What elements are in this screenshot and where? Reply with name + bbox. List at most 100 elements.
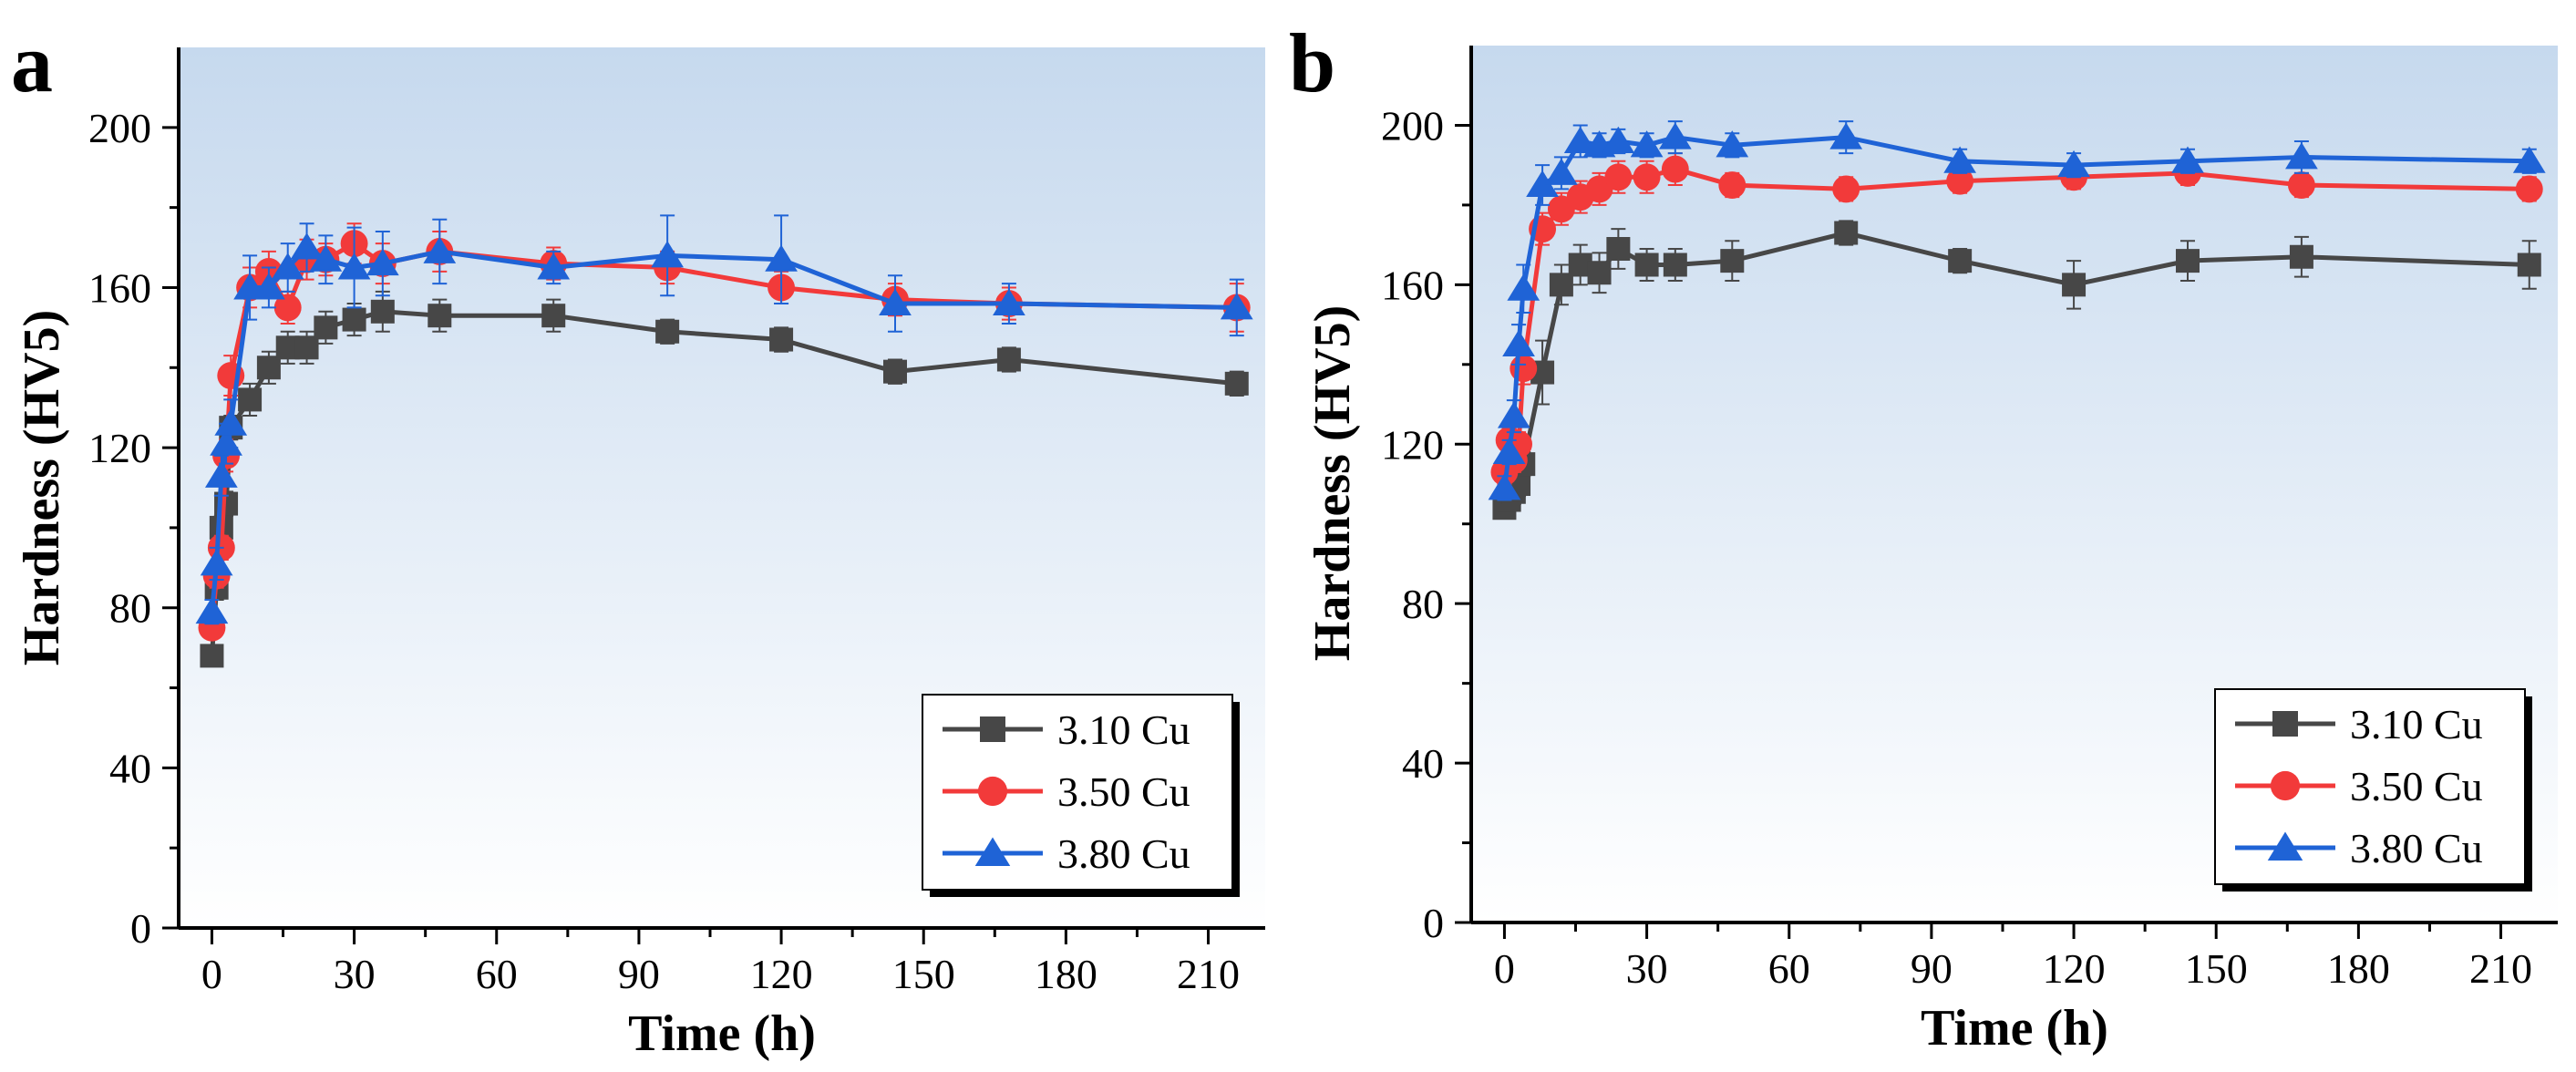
data-point [1948, 249, 1973, 273]
legend-marker [2272, 711, 2298, 737]
data-point [2515, 175, 2543, 203]
data-point [1630, 130, 1664, 158]
panel-label: b [1289, 16, 1335, 109]
y-axis-title: Hardness (HV5) [1304, 305, 1361, 661]
x-tick-label: 150 [2185, 945, 2248, 992]
data-point [1604, 163, 1633, 191]
data-point [1224, 371, 1249, 396]
data-point [423, 236, 457, 263]
x-tick-label: 0 [201, 951, 222, 997]
x-tick-label: 60 [476, 951, 518, 997]
data-point [1563, 126, 1597, 153]
y-tick-label: 200 [1381, 102, 1444, 149]
legend-item: 3.80 Cu [2235, 825, 2483, 871]
data-point [1943, 146, 1977, 173]
x-tick-label: 90 [618, 951, 660, 997]
data-point [273, 294, 302, 322]
data-point [1602, 126, 1635, 153]
legend-label: 3.80 Cu [2350, 825, 2483, 871]
data-point [1526, 170, 1559, 198]
data-point [428, 304, 452, 328]
legend: 3.10 Cu 3.50 Cu 3.80 Cu [2214, 688, 2532, 892]
data-point [337, 253, 371, 280]
data-point [366, 248, 399, 276]
data-point [238, 387, 263, 412]
data-point [537, 253, 571, 280]
data-point [1549, 273, 1573, 297]
plot-marks [1488, 120, 2546, 521]
data-point [993, 288, 1025, 316]
data-point [2289, 244, 2313, 269]
data-point [651, 241, 685, 268]
x-tick-label: 90 [1911, 945, 1953, 992]
legend-item: 3.80 Cu [943, 830, 1190, 877]
data-point [294, 335, 319, 360]
data-point [882, 359, 907, 384]
data-point [996, 347, 1021, 372]
legend-marker [977, 776, 1008, 807]
data-point [342, 307, 366, 332]
series-3-80-cu [195, 214, 1253, 625]
data-point [1502, 329, 1535, 356]
y-tick-label: 160 [1381, 262, 1444, 308]
data-point [2171, 146, 2204, 173]
y-tick-label: 40 [109, 745, 151, 791]
x-tick-label: 120 [750, 951, 813, 997]
data-point [1946, 167, 1974, 195]
data-point [1834, 221, 1859, 245]
data-point [2512, 146, 2546, 173]
legend-label: 3.50 Cu [2350, 763, 2483, 809]
data-point [1661, 155, 1689, 183]
data-point [214, 408, 248, 436]
data-point [1507, 273, 1540, 301]
legend-label: 3.10 Cu [1057, 706, 1190, 753]
series-3-80-cu [1488, 120, 2546, 501]
data-point [1220, 293, 1253, 320]
data-point [1832, 175, 1860, 203]
axes: 0 30 60 90 120 150 180 210 0 40 80 120 160 200 [1381, 46, 2558, 992]
legend: 3.10 Cu 3.50 Cu 3.80 Cu [922, 694, 1240, 897]
axes: 0 30 60 90 120 150 180 210 0 40 80 120 160 200 [88, 47, 1265, 997]
legend-label: 3.80 Cu [1057, 830, 1190, 877]
data-point [200, 644, 224, 668]
data-point [879, 288, 912, 316]
data-point [204, 460, 238, 488]
x-tick-label: 120 [2043, 945, 2106, 992]
panel-a: a Hardness (HV5) Time (h) 0 30 60 90 120 150 1… [11, 16, 1265, 1062]
data-point [210, 428, 242, 456]
y-tick-label: 40 [1402, 740, 1444, 787]
data-point [1497, 401, 1530, 428]
data-point [2062, 273, 2087, 297]
y-tick-label: 120 [1381, 421, 1444, 468]
data-point [655, 319, 680, 344]
data-point [1720, 249, 1745, 273]
data-point [1488, 473, 1521, 500]
data-point [2057, 149, 2090, 178]
data-point [2287, 171, 2315, 199]
y-tick-label: 120 [88, 425, 151, 471]
legend-label: 3.50 Cu [1057, 768, 1190, 815]
plot-marks [195, 214, 1253, 668]
y-tick-label: 200 [88, 105, 151, 151]
data-point [1634, 253, 1659, 277]
x-tick-label: 150 [892, 951, 955, 997]
data-point [769, 327, 794, 352]
data-point [2517, 253, 2541, 277]
y-tick-label: 160 [88, 264, 151, 311]
legend-marker [974, 837, 1011, 866]
x-tick-label: 30 [334, 951, 376, 997]
legend-label: 3.10 Cu [2350, 701, 2483, 747]
data-point [314, 315, 338, 340]
panel-b: b Hardness (HV5) Time (h) 0 30 60 90 120 150 1… [1289, 16, 2558, 1057]
data-point [1663, 253, 1687, 277]
x-tick-label: 180 [1035, 951, 1097, 997]
data-point [271, 253, 304, 280]
data-point [541, 304, 566, 328]
data-point [1716, 130, 1749, 158]
x-tick-label: 0 [1494, 945, 1515, 992]
data-point [1492, 437, 1526, 465]
data-point [1510, 355, 1538, 383]
data-point [1658, 122, 1692, 149]
y-tick-label: 0 [1423, 900, 1444, 946]
